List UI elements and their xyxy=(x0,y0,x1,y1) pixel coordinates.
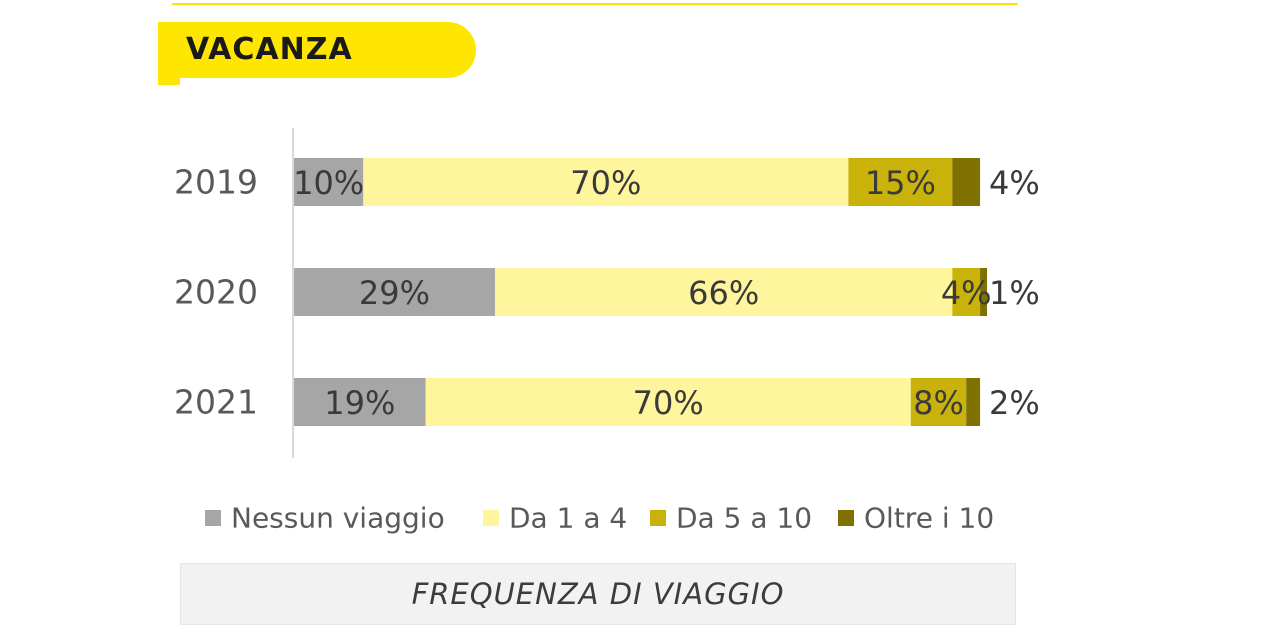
top-rule xyxy=(172,3,1018,5)
bar-segment xyxy=(952,158,981,206)
bar-segment xyxy=(966,378,981,426)
bar-segment xyxy=(910,378,967,426)
data-label: 10% xyxy=(293,164,364,202)
data-label: 66% xyxy=(688,274,759,312)
footer-caption: FREQUENZA DI VIAGGIO xyxy=(411,577,785,611)
legend-label: Nessun viaggio xyxy=(231,502,445,535)
section-title: VACANZA xyxy=(186,32,353,67)
data-label: 29% xyxy=(359,274,430,312)
data-label: 1% xyxy=(989,274,1040,312)
y-tick-label: 2021 xyxy=(174,383,258,422)
bar-segment xyxy=(363,158,849,206)
legend-marker xyxy=(205,510,221,526)
legend-label: Da 5 a 10 xyxy=(676,502,812,535)
axis-layer: 2019 2020 2021 xyxy=(174,128,294,458)
labels-layer: 10% 70% 15% 4%29% 66% 4%1%19% 70% 8% 2% xyxy=(293,164,1040,422)
legend-marker xyxy=(483,510,499,526)
bar-segment xyxy=(294,158,364,206)
data-label: 15% xyxy=(865,164,936,202)
bar-segment xyxy=(980,268,987,316)
section-title-banner: VACANZA xyxy=(158,22,476,85)
y-tick-label: 2020 xyxy=(174,273,258,312)
legend-label: Da 1 a 4 xyxy=(509,502,627,535)
bar-segment xyxy=(294,378,426,426)
y-tick-label: 2019 xyxy=(174,163,258,202)
data-label: 70% xyxy=(633,384,704,422)
bar-segment xyxy=(848,158,953,206)
bar-segment xyxy=(425,378,911,426)
bar-segment xyxy=(952,268,981,316)
bar-segment xyxy=(494,268,953,316)
bar-segment xyxy=(294,268,495,316)
chart-legend: Nessun viaggio Da 1 a 4 Da 5 a 10 Oltre i 1… xyxy=(205,502,994,535)
data-label: 4% xyxy=(989,164,1040,202)
footer-caption-box: FREQUENZA DI VIAGGIO xyxy=(180,563,1016,625)
data-label: 8% xyxy=(913,384,964,422)
bars-layer xyxy=(294,158,987,426)
data-label: 70% xyxy=(570,164,641,202)
data-label: 2% xyxy=(989,384,1040,422)
legend-marker xyxy=(650,510,666,526)
data-label: 19% xyxy=(324,384,395,422)
legend-marker xyxy=(838,510,854,526)
legend-label: Oltre i 10 xyxy=(864,502,994,535)
data-label: 4% xyxy=(941,274,992,312)
